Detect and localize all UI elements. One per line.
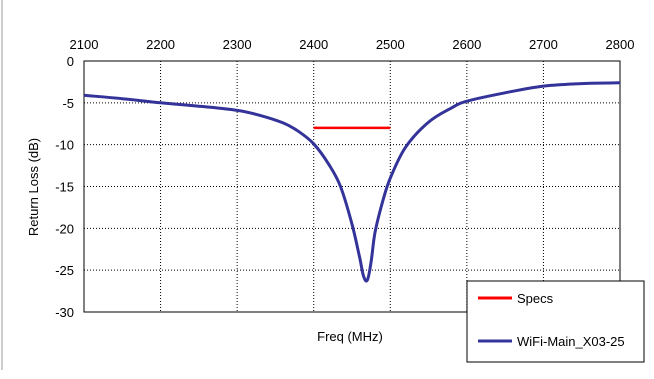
- y-tick-label: -30: [55, 305, 74, 320]
- y-tick-label: -10: [55, 138, 74, 153]
- legend-box: [466, 280, 645, 363]
- x-tick-label: 2600: [452, 37, 481, 52]
- y-tick-label: -15: [55, 180, 74, 195]
- x-tick-label: 2700: [529, 37, 558, 52]
- x-tick-label: 2100: [70, 37, 99, 52]
- y-tick-label: -5: [62, 96, 74, 111]
- x-tick-label: 2800: [606, 37, 635, 52]
- x-tick-label: 2300: [223, 37, 252, 52]
- legend: Specs WiFi-Main_X03-25: [466, 280, 645, 363]
- x-tick-label: 2400: [299, 37, 328, 52]
- y-tick-label: -25: [55, 263, 74, 278]
- y-tick-label: -20: [55, 221, 74, 236]
- x-tick-label: 2200: [146, 37, 175, 52]
- legend-label-wifi-main: WiFi-Main_X03-25: [517, 334, 625, 349]
- x-tick-label: 2500: [376, 37, 405, 52]
- x-axis-label: Freq (MHz): [317, 329, 383, 344]
- series-line-wifi-main-x03-25: [83, 81, 621, 283]
- legend-label-specs: Specs: [517, 291, 554, 306]
- y-axis-label: Return Loss (dB): [26, 138, 41, 236]
- y-tick-label: 0: [67, 54, 74, 69]
